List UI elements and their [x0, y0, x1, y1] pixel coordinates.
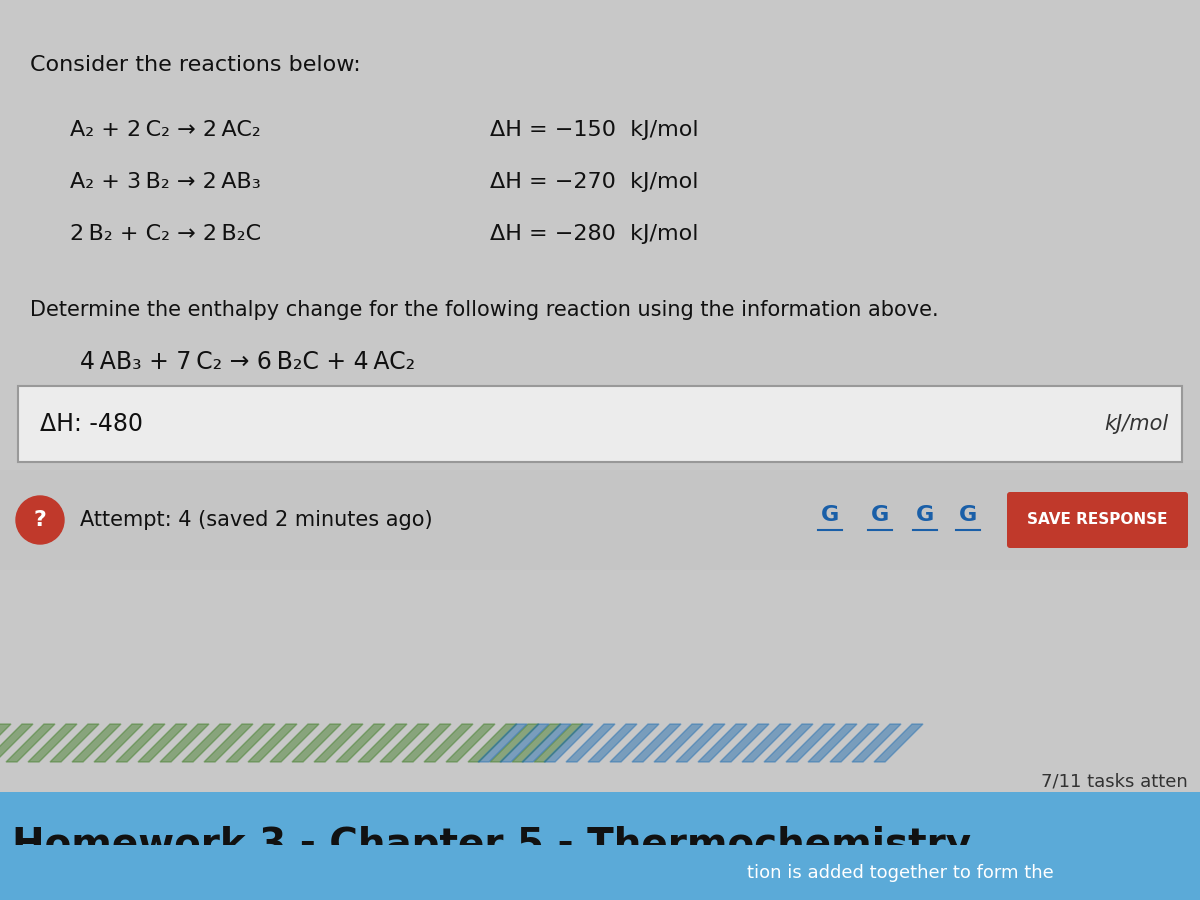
- Text: Homework 3 - Chapter 5 - Thermochemistry: Homework 3 - Chapter 5 - Thermochemistry: [12, 826, 971, 864]
- Polygon shape: [512, 724, 562, 762]
- Polygon shape: [446, 724, 496, 762]
- Text: ΔH = −280  kJ/mol: ΔH = −280 kJ/mol: [490, 224, 698, 244]
- Polygon shape: [566, 724, 616, 762]
- Polygon shape: [72, 724, 121, 762]
- Polygon shape: [522, 724, 571, 762]
- Polygon shape: [402, 724, 451, 762]
- Polygon shape: [380, 724, 430, 762]
- Text: A₂ + 2 C₂ → 2 AC₂: A₂ + 2 C₂ → 2 AC₂: [70, 120, 260, 140]
- Polygon shape: [742, 724, 791, 762]
- Text: ?: ?: [34, 510, 47, 530]
- Polygon shape: [588, 724, 637, 762]
- Text: G: G: [916, 505, 934, 525]
- Polygon shape: [314, 724, 364, 762]
- Polygon shape: [808, 724, 857, 762]
- Polygon shape: [292, 724, 341, 762]
- FancyBboxPatch shape: [0, 845, 1200, 900]
- FancyBboxPatch shape: [0, 470, 1200, 570]
- FancyBboxPatch shape: [516, 724, 852, 762]
- Polygon shape: [490, 724, 539, 762]
- Polygon shape: [786, 724, 835, 762]
- Polygon shape: [830, 724, 878, 762]
- Polygon shape: [270, 724, 319, 762]
- FancyBboxPatch shape: [0, 572, 1200, 900]
- Text: 2 B₂ + C₂ → 2 B₂C: 2 B₂ + C₂ → 2 B₂C: [70, 224, 262, 244]
- Polygon shape: [50, 724, 98, 762]
- Polygon shape: [654, 724, 703, 762]
- Polygon shape: [226, 724, 275, 762]
- Polygon shape: [424, 724, 473, 762]
- Polygon shape: [336, 724, 385, 762]
- Polygon shape: [138, 724, 187, 762]
- Circle shape: [16, 496, 64, 544]
- Polygon shape: [182, 724, 230, 762]
- Polygon shape: [874, 724, 923, 762]
- Polygon shape: [28, 724, 77, 762]
- Text: G: G: [821, 505, 839, 525]
- Polygon shape: [852, 724, 901, 762]
- Text: ΔH = −150  kJ/mol: ΔH = −150 kJ/mol: [490, 120, 698, 140]
- FancyBboxPatch shape: [18, 386, 1182, 462]
- Text: Consider the reactions below:: Consider the reactions below:: [30, 55, 361, 75]
- Text: Determine the enthalpy change for the following reaction using the information a: Determine the enthalpy change for the fo…: [30, 300, 938, 320]
- Text: ΔH = −270  kJ/mol: ΔH = −270 kJ/mol: [490, 172, 698, 192]
- Polygon shape: [0, 724, 11, 762]
- Polygon shape: [160, 724, 209, 762]
- FancyBboxPatch shape: [14, 175, 1186, 695]
- Text: ΔH: -480: ΔH: -480: [40, 412, 143, 436]
- Text: SAVE RESPONSE: SAVE RESPONSE: [1027, 512, 1168, 527]
- Text: 7/11 tasks atten: 7/11 tasks atten: [1042, 773, 1188, 791]
- FancyBboxPatch shape: [516, 724, 852, 762]
- Polygon shape: [632, 724, 682, 762]
- FancyBboxPatch shape: [1007, 492, 1188, 548]
- Polygon shape: [468, 724, 517, 762]
- FancyBboxPatch shape: [0, 724, 516, 762]
- Polygon shape: [610, 724, 659, 762]
- Polygon shape: [6, 724, 55, 762]
- FancyBboxPatch shape: [0, 0, 1200, 792]
- Polygon shape: [94, 724, 143, 762]
- Text: A₂ + 3 B₂ → 2 AB₃: A₂ + 3 B₂ → 2 AB₃: [70, 172, 260, 192]
- FancyBboxPatch shape: [0, 724, 516, 762]
- Text: 4 AB₃ + 7 C₂ → 6 B₂C + 4 AC₂: 4 AB₃ + 7 C₂ → 6 B₂C + 4 AC₂: [80, 350, 415, 374]
- Polygon shape: [0, 724, 34, 762]
- Polygon shape: [500, 724, 550, 762]
- Polygon shape: [698, 724, 746, 762]
- Polygon shape: [248, 724, 298, 762]
- Text: G: G: [871, 505, 889, 525]
- Polygon shape: [534, 724, 583, 762]
- Polygon shape: [720, 724, 769, 762]
- Text: G: G: [959, 505, 977, 525]
- Text: Attempt: 4 (saved 2 minutes ago): Attempt: 4 (saved 2 minutes ago): [80, 510, 433, 530]
- Polygon shape: [358, 724, 407, 762]
- Polygon shape: [764, 724, 814, 762]
- Text: tion is added together to form the: tion is added together to form the: [746, 864, 1054, 882]
- Polygon shape: [478, 724, 527, 762]
- Text: kJ/mol: kJ/mol: [1104, 414, 1168, 434]
- Polygon shape: [204, 724, 253, 762]
- Polygon shape: [676, 724, 725, 762]
- Polygon shape: [544, 724, 593, 762]
- Polygon shape: [116, 724, 166, 762]
